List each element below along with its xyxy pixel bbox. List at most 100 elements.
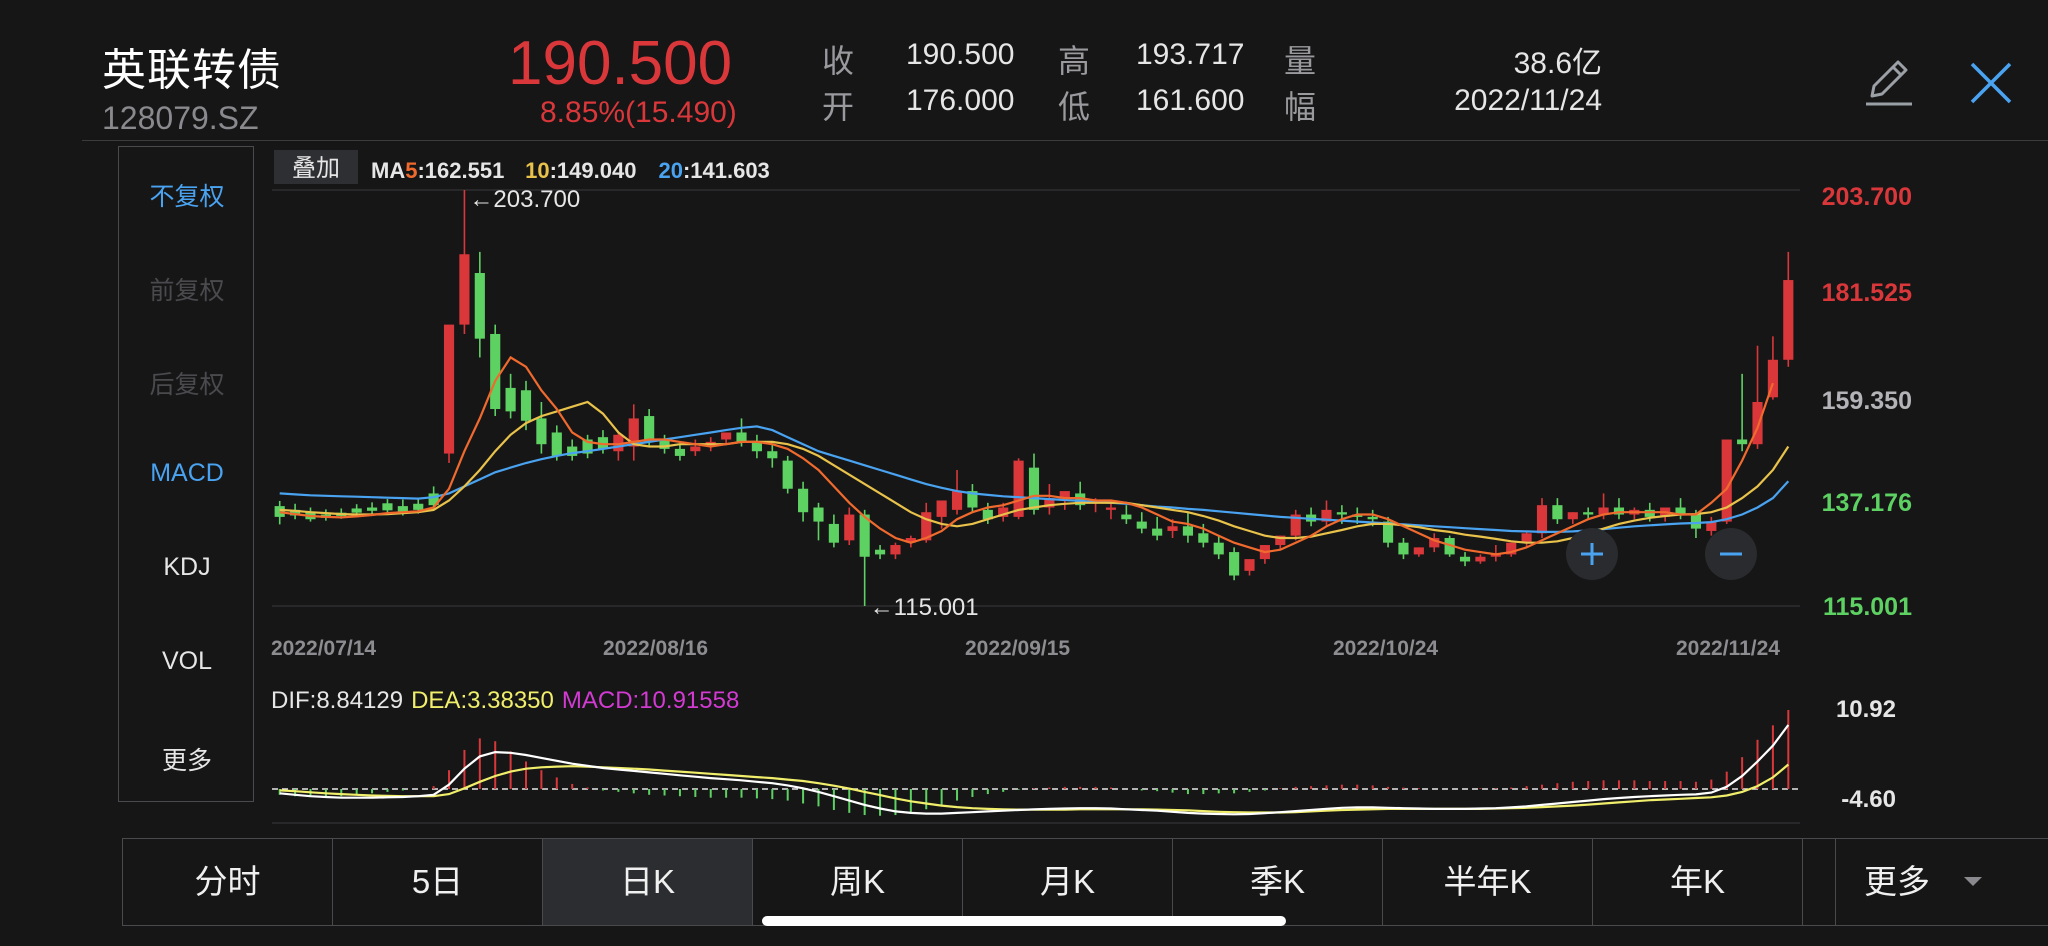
kline-chart[interactable]: 叠加 MA5:162.551 10:149.040 20:141.603 ←203.… bbox=[0, 0, 2048, 830]
candle-body bbox=[351, 508, 362, 513]
bond-code: 128079.SZ bbox=[102, 100, 259, 136]
candle-body bbox=[1044, 498, 1055, 508]
sidebar-item-more[interactable]: 更多 bbox=[161, 747, 212, 775]
candle-body bbox=[1167, 526, 1178, 531]
candle-body bbox=[413, 503, 424, 510]
candle-body bbox=[1059, 491, 1070, 499]
candle-body bbox=[382, 503, 393, 511]
candle-body bbox=[644, 416, 655, 442]
plus-icon[interactable] bbox=[1566, 528, 1618, 580]
tab-5day[interactable]: 5日 bbox=[333, 839, 543, 925]
dif-label: DIF:8.84129 bbox=[271, 687, 403, 714]
tab-halfyear-k[interactable]: 半年K bbox=[1383, 839, 1593, 925]
tab-more-container: 更多 bbox=[1834, 838, 2048, 926]
quote-label-open: 开 bbox=[822, 89, 855, 125]
candle-body bbox=[998, 507, 1009, 517]
candles bbox=[274, 190, 1794, 607]
x-tick-label: 2022/10/24 bbox=[1333, 637, 1438, 660]
overlay-button-label: 叠加 bbox=[292, 155, 340, 182]
sidebar-item-unadjusted[interactable]: 不复权 bbox=[149, 183, 225, 211]
candle-body bbox=[1475, 556, 1486, 562]
candle-body bbox=[1198, 533, 1209, 543]
tab-intraday[interactable]: 分时 bbox=[123, 839, 333, 925]
last-price: 190.500 bbox=[508, 29, 733, 98]
candle-body bbox=[1644, 509, 1655, 517]
tab-quarterly-k[interactable]: 季K bbox=[1173, 839, 1383, 925]
candle-body bbox=[1290, 514, 1301, 536]
candle-body bbox=[1336, 512, 1347, 515]
candle-body bbox=[628, 418, 639, 447]
y-tick-label: 203.700 bbox=[1822, 183, 1912, 211]
candle-body bbox=[597, 437, 609, 449]
min-marker: ←115.001 bbox=[870, 594, 979, 621]
tab-yearly-k[interactable]: 年K bbox=[1593, 839, 1803, 925]
quote-value-open: 176.000 bbox=[906, 84, 1015, 117]
candle-body bbox=[721, 432, 732, 440]
candle-body bbox=[1182, 526, 1194, 536]
quote-label-volume: 量 bbox=[1284, 43, 1317, 79]
tab-weekly-k[interactable]: 周K bbox=[753, 839, 963, 925]
tab-monthly-k[interactable]: 月K bbox=[963, 839, 1173, 925]
candle-body bbox=[690, 446, 701, 452]
candle-body bbox=[1013, 460, 1024, 517]
sidebar-item-backward-adjusted[interactable]: 后复权 bbox=[149, 371, 225, 399]
sidebar-item-vol[interactable]: VOL bbox=[161, 647, 213, 675]
sidebar-item-forward-adjusted[interactable]: 前复权 bbox=[149, 277, 225, 305]
quote-value-date: 2022/11/24 bbox=[1454, 84, 1602, 117]
x-tick-label: 2022/07/14 bbox=[271, 637, 376, 660]
tab-more[interactable]: 更多 bbox=[1864, 863, 1930, 900]
candle-body bbox=[490, 333, 501, 410]
candle-body bbox=[582, 439, 593, 454]
candle-body bbox=[397, 506, 408, 513]
candle-body bbox=[428, 493, 439, 506]
candle-body bbox=[844, 514, 855, 541]
quote-value-volume: 38.6亿 bbox=[1513, 47, 1602, 80]
chevron-down-icon bbox=[1964, 877, 1982, 886]
candle-body bbox=[1352, 514, 1363, 517]
candle-body bbox=[1752, 401, 1763, 445]
candle-body bbox=[736, 432, 747, 442]
sidebar-item-macd[interactable]: MACD bbox=[150, 459, 224, 487]
candle-body bbox=[1721, 439, 1732, 522]
home-indicator bbox=[762, 916, 1286, 926]
ma-legend-prefix: MA bbox=[371, 158, 405, 183]
ma10-label: 10 bbox=[525, 158, 549, 183]
close-icon[interactable] bbox=[1966, 58, 2016, 108]
dea-label: DEA:3.38350 bbox=[411, 687, 554, 714]
ma-legend: MA5:162.551 10:149.040 20:141.603 bbox=[371, 158, 770, 183]
candle-body bbox=[1583, 512, 1594, 515]
candle-body bbox=[1737, 439, 1748, 445]
candle-body bbox=[967, 491, 978, 508]
overlay-button[interactable] bbox=[274, 150, 358, 184]
candle-body bbox=[1675, 507, 1686, 515]
candle-body bbox=[951, 491, 963, 510]
quote-value-close: 190.500 bbox=[906, 38, 1015, 71]
candle-body bbox=[1536, 505, 1548, 534]
ma5-label: 5 bbox=[405, 158, 417, 183]
y-tick-label: 137.176 bbox=[1822, 489, 1912, 517]
y-tick-label: 115.001 bbox=[1823, 593, 1912, 621]
candle-body bbox=[798, 488, 809, 513]
candle-body bbox=[1075, 493, 1086, 506]
candle-body bbox=[1521, 533, 1532, 543]
candle-body bbox=[874, 549, 886, 555]
ma20-line bbox=[279, 425, 1790, 534]
candle-body bbox=[1398, 542, 1409, 555]
candle-body bbox=[828, 523, 839, 543]
candle-body bbox=[505, 387, 516, 412]
candle-body bbox=[921, 512, 932, 541]
candle-body bbox=[567, 446, 578, 456]
pencil-icon[interactable] bbox=[1860, 52, 1918, 110]
tab-more-spacer bbox=[1803, 839, 1835, 925]
indicator-sidebar: 不复权 前复权 后复权 MACD KDJ VOL 更多 bbox=[118, 146, 254, 802]
candle-body bbox=[1459, 556, 1471, 562]
minus-icon[interactable] bbox=[1705, 528, 1757, 580]
candle-body bbox=[674, 448, 686, 456]
candle-body bbox=[1321, 509, 1332, 522]
tab-daily-k[interactable]: 日K bbox=[543, 839, 753, 925]
sidebar-item-kdj[interactable]: KDJ bbox=[163, 553, 211, 581]
candle-body bbox=[890, 545, 901, 555]
macd-y-tick: 10.92 bbox=[1836, 696, 1896, 723]
candle-body bbox=[536, 418, 547, 445]
x-tick-label: 2022/08/16 bbox=[603, 637, 708, 660]
